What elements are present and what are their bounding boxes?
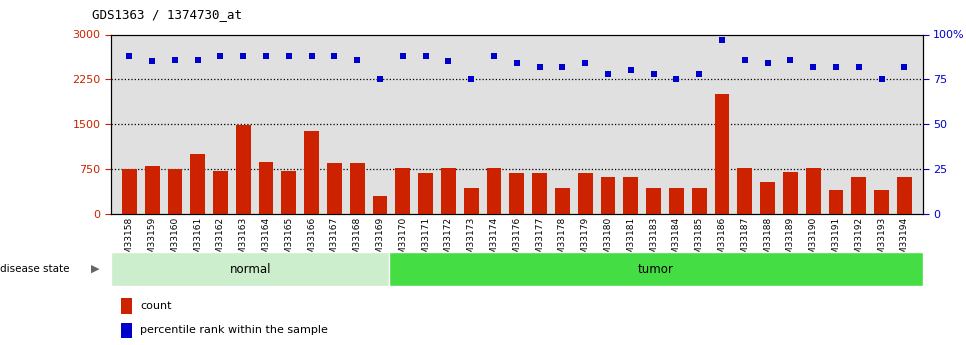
Point	[600, 71, 615, 77]
Bar	[782, 172, 798, 214]
Point	[578, 60, 593, 66]
Bar	[304, 131, 319, 214]
Bar	[441, 168, 456, 214]
Point	[167, 57, 183, 62]
Bar	[395, 168, 411, 214]
Point	[714, 37, 729, 43]
Bar	[259, 162, 273, 214]
Bar	[418, 173, 433, 214]
Bar	[167, 169, 183, 214]
Point	[418, 53, 434, 59]
Point	[896, 64, 912, 70]
Text: GDS1363 / 1374730_at: GDS1363 / 1374730_at	[92, 8, 242, 21]
Point	[874, 77, 890, 82]
Text: tumor: tumor	[638, 263, 674, 276]
Bar	[829, 190, 843, 214]
Bar	[874, 190, 889, 214]
Point	[304, 53, 320, 59]
Bar	[806, 168, 820, 214]
Point	[782, 57, 798, 62]
Point	[350, 57, 365, 62]
Text: normal: normal	[230, 263, 270, 276]
Point	[623, 68, 639, 73]
Text: percentile rank within the sample: percentile rank within the sample	[140, 325, 327, 335]
Bar	[487, 168, 501, 214]
Bar	[373, 196, 387, 214]
Bar	[464, 188, 478, 214]
Bar	[555, 188, 570, 214]
Point	[122, 53, 137, 59]
Bar	[213, 171, 228, 214]
Bar	[327, 163, 342, 214]
Bar	[122, 169, 137, 214]
Point	[668, 77, 684, 82]
Bar	[509, 173, 525, 214]
Bar	[646, 188, 661, 214]
Bar	[389, 252, 923, 286]
Point	[327, 53, 342, 59]
Bar	[532, 173, 547, 214]
Point	[281, 53, 297, 59]
Point	[258, 53, 273, 59]
Point	[737, 57, 753, 62]
Bar	[578, 173, 592, 214]
Point	[213, 53, 228, 59]
Bar	[623, 177, 639, 214]
Text: count: count	[140, 301, 172, 311]
Bar	[896, 177, 912, 214]
Point	[554, 64, 570, 70]
Point	[532, 64, 548, 70]
Point	[372, 77, 387, 82]
Point	[464, 77, 479, 82]
Bar	[737, 168, 753, 214]
Bar	[601, 177, 615, 214]
Point	[440, 59, 456, 64]
Bar	[851, 177, 867, 214]
Point	[509, 60, 525, 66]
Bar	[350, 163, 365, 214]
Bar	[715, 94, 729, 214]
Text: disease state: disease state	[0, 264, 70, 274]
Bar	[669, 188, 684, 214]
Point	[646, 71, 662, 77]
Bar	[236, 125, 251, 214]
Bar	[111, 252, 389, 286]
Point	[190, 57, 206, 62]
Point	[395, 53, 411, 59]
Bar	[760, 181, 775, 214]
Point	[236, 53, 251, 59]
Bar	[145, 166, 159, 214]
Point	[851, 64, 867, 70]
Bar	[190, 154, 205, 214]
Bar	[692, 188, 706, 214]
Point	[486, 53, 501, 59]
Point	[692, 71, 707, 77]
Point	[144, 59, 159, 64]
Point	[760, 60, 776, 66]
Point	[828, 64, 843, 70]
Bar	[281, 171, 297, 214]
Text: ▶: ▶	[91, 264, 99, 274]
Point	[806, 64, 821, 70]
